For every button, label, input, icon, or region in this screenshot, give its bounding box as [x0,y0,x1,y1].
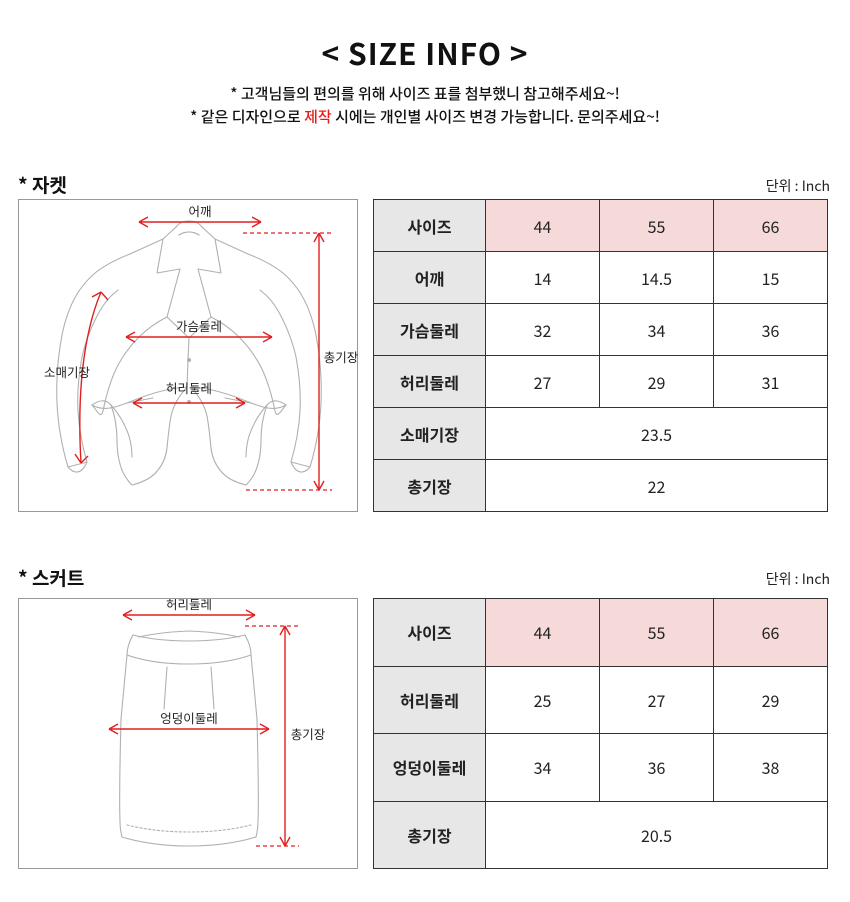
svg-text:총기장: 총기장 [291,724,326,743]
svg-text:허리둘레: 허리둘레 [166,599,212,613]
svg-text:가슴둘레: 가슴둘레 [176,316,222,335]
svg-text:총기장: 총기장 [324,347,359,366]
svg-text:엉덩이둘레: 엉덩이둘레 [160,708,218,727]
svg-text:소매기장: 소매기장 [44,362,91,381]
svg-text:허리둘레: 허리둘레 [166,378,212,397]
svg-text:어깨: 어깨 [188,201,211,220]
